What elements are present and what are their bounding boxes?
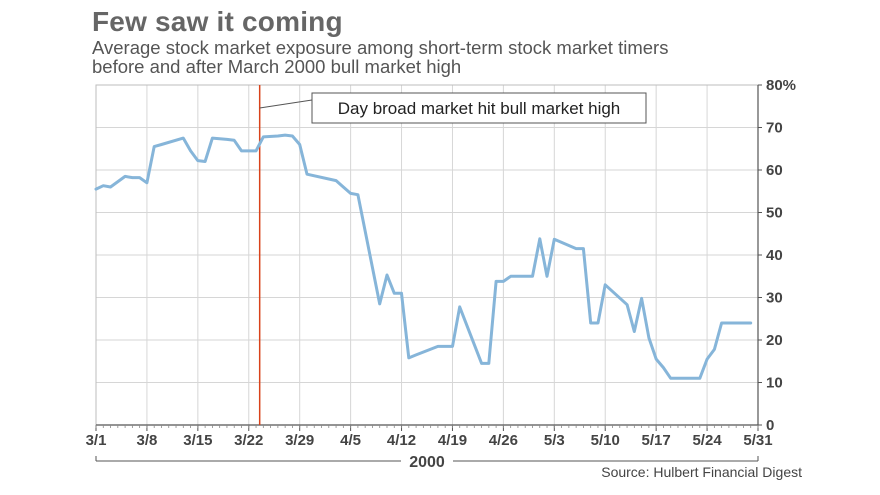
y-axis: 0 10 20 30 40 50 60 70 80%	[757, 77, 796, 434]
exposure-line	[94, 133, 753, 380]
annotation-leader	[259, 99, 313, 109]
chart-title: Few saw it coming	[92, 6, 343, 37]
y-tick-label: 60	[766, 162, 783, 179]
x-tick-label: 4/5	[340, 432, 361, 449]
x-tick-label: 5/31	[743, 432, 772, 449]
x-tick-label: 4/19	[438, 432, 467, 449]
y-tick-label: 70	[766, 120, 783, 137]
y-tick-label: 0	[766, 417, 774, 434]
chart-subtitle-line-2: before and after March 2000 bull market …	[92, 56, 462, 77]
x-tick-label: 3/15	[183, 432, 212, 449]
x-tick-label: 3/1	[86, 432, 107, 449]
y-tick-label: 40	[766, 247, 783, 264]
annotation-box	[311, 92, 647, 124]
x-axis: 3/1 3/8 3/15 3/22 3/29 4/5 4/12 4/19 4/26 5/3 5/10…	[86, 424, 773, 449]
source-note: Source: Hulbert Financial Digest	[601, 464, 802, 480]
chart-subtitle-line-1: Average stock market exposure among shor…	[92, 37, 669, 58]
x-tick-label: 5/17	[642, 432, 671, 449]
y-tick-label: 30	[766, 290, 783, 307]
x-tick-label: 5/24	[692, 432, 722, 449]
x-tick-label: 3/8	[136, 432, 157, 449]
y-tick-label: 10	[766, 375, 783, 392]
data-series	[94, 133, 753, 380]
x-tick-label: 5/10	[591, 432, 620, 449]
y-tick-label: 20	[766, 332, 783, 349]
x-tick-label: 5/3	[544, 432, 565, 449]
annotation-label: Day broad market hit bull market high	[338, 99, 621, 118]
year-label: 2000	[409, 454, 445, 471]
x-tick-label: 4/12	[387, 432, 416, 449]
y-tick-label: 80%	[766, 77, 796, 94]
y-tick-label: 50	[766, 205, 783, 222]
chart-subtitle: Average stock market exposure among shor…	[92, 38, 812, 76]
x-tick-label: 4/26	[489, 432, 518, 449]
year-bracket: 2000	[95, 454, 759, 471]
x-tick-label: 3/29	[285, 432, 314, 449]
grid-lines	[95, 84, 759, 426]
x-tick-label: 3/22	[234, 432, 263, 449]
